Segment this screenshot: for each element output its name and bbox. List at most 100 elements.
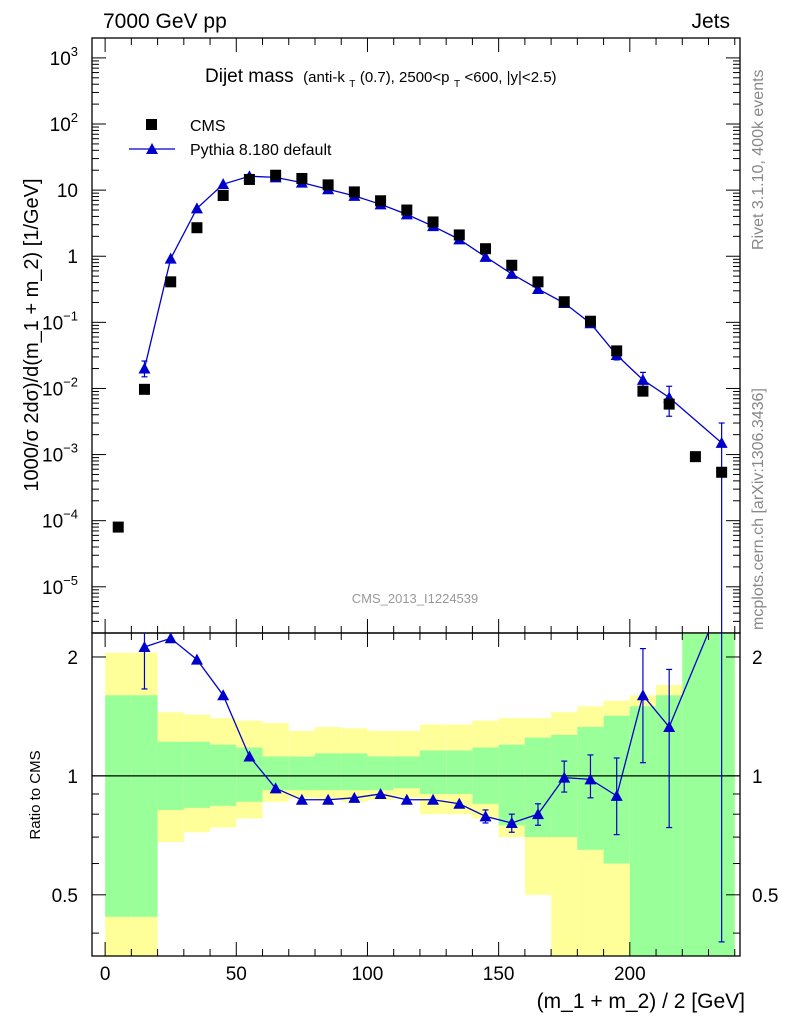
green-band-bin [446,750,473,794]
cms-point [270,169,282,181]
ratio-point [584,773,597,785]
green-band-bin [131,695,158,917]
pythia-line [143,175,723,444]
pythia-point [190,202,203,214]
x-tick-label: 0 [100,964,111,985]
ratio-point [269,782,282,794]
chart-title-main: Dijet mass [205,66,294,87]
cms-point [112,521,124,533]
ratio-point [217,689,230,701]
green-band-bin [682,633,709,956]
y-tick-label: 102 [50,110,78,136]
y-tick-label: 10−4 [42,507,78,533]
ratio-point [295,793,308,805]
ratio-panel: 0 50 100 150 200 2 2 1 1 0.5 0.5 [52,38,778,985]
cms-point [689,451,701,463]
pythia-point [715,436,728,448]
cms-point [584,315,596,327]
ratio-y-tick-label: 1 [67,767,78,788]
cms-point [348,186,360,198]
side-text-top: Rivet 3.1.10, 400k events [750,69,767,250]
green-band-bin [367,756,394,791]
green-band-bin [314,753,342,791]
ratio-y-tick-label-right: 0.5 [752,886,778,907]
y-tick-label: 10−2 [42,374,78,400]
ratio-point [479,810,492,822]
ratio-point [164,633,177,644]
cms-point [375,195,387,207]
cms-point [191,222,203,234]
main-plot-area [112,169,728,633]
cms-point [637,385,649,397]
pythia-point [164,252,177,264]
green-band-bin [341,753,368,791]
cms-point [611,345,623,357]
green-band-bin [210,744,237,806]
pythia-point [505,267,518,279]
cms-point [165,276,177,288]
x-axis-label: (m_1 + m_2) / 2 [GeV] [537,990,745,1013]
pythia-point [217,178,230,190]
cms-point [716,466,728,478]
cms-point [663,398,675,410]
ratio-point [558,771,571,783]
ratio-y-tick-label: 2 [67,648,78,669]
cms-point [532,276,544,288]
cms-point [427,216,439,228]
y-tick-label: 10 [57,181,78,202]
ratio-point [322,793,335,805]
header-right: Jets [691,10,730,33]
green-band-bin [183,741,211,808]
ratio-y-ticks: 2 2 1 1 0.5 0.5 [52,648,778,934]
green-band-bin [393,756,420,789]
chart-title-cut-sub-1: T [349,79,355,90]
ratio-point [453,797,466,809]
y-tick-label: 1 [67,247,78,268]
ratio-point [663,720,676,732]
ratio-point [374,787,387,799]
ratio-y-tick-label-right: 1 [752,767,763,788]
chart-title-cut-1: (anti-k [303,69,345,86]
cms-point [217,189,229,201]
ratio-plot-area [138,633,725,943]
ratio-bands [105,633,735,956]
ratio-y-tick-label: 0.5 [52,886,78,907]
cms-point [480,243,492,255]
chart-title-cut-3: <600, |y|<2.5) [465,69,557,86]
pythia-point [479,250,492,262]
ratio-point [505,816,518,828]
x-tick-label: 200 [614,964,646,985]
ratio-point [400,793,413,805]
green-band-bin [105,695,132,917]
legend-cms-marker [146,119,157,130]
cms-point [506,259,518,271]
legend-cms-label: CMS [190,118,226,135]
header-left: 7000 GeV pp [103,10,227,33]
ratio-point [190,653,203,665]
cms-point [322,179,334,191]
legend: CMS Pythia 8.180 default [129,118,332,159]
ratio-point [348,791,361,803]
pythia-point [636,373,649,385]
ratio-point [610,789,623,801]
ratio-point [636,689,649,701]
green-band-bin [288,756,315,791]
cms-point [243,173,255,185]
pythia-point [138,362,151,374]
y-tick-label: 10−3 [42,441,78,467]
green-band-bin [419,750,447,794]
y-tick-label: 103 [50,44,78,70]
green-band-bin [498,744,525,826]
cms-point [138,383,150,395]
x-tick-label: 50 [226,964,247,985]
ratio-point [531,808,544,820]
ratio-line [144,633,709,824]
legend-pythia-label: Pythia 8.180 default [190,142,332,159]
ratio-y-axis-label: Ratio to CMS [27,750,44,839]
analysis-watermark: CMS_2013_I1224539 [352,591,479,606]
x-ticks: 0 50 100 150 200 [100,38,736,985]
x-tick-label: 100 [352,964,384,985]
chart-title-cut-2: (0.7), 2500<p [360,69,450,86]
